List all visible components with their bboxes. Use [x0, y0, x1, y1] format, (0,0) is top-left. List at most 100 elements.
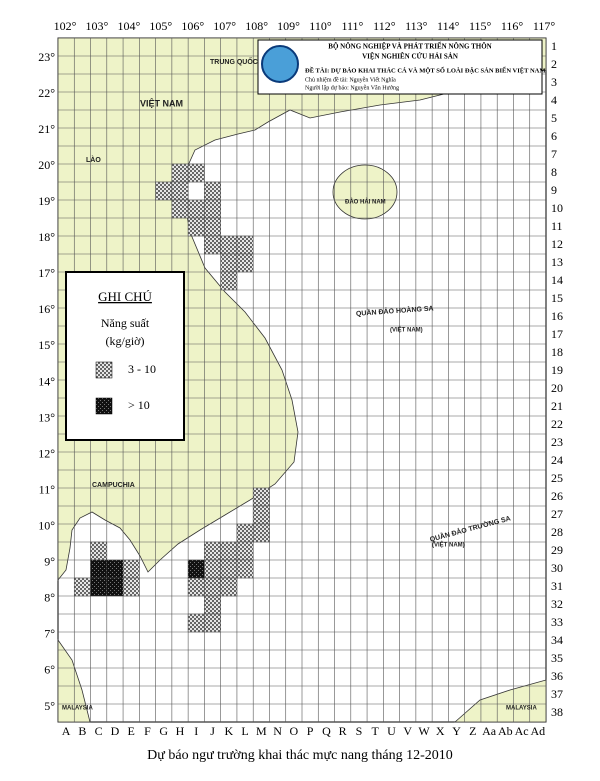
latitude-label: 11°: [39, 482, 56, 496]
header-leader: Chủ nhiệm đề tài: Nguyễn Viết Nghĩa: [305, 76, 396, 83]
latitude-label: 20°: [38, 158, 55, 172]
longitude-label: 103°: [86, 19, 109, 33]
catch-cell: [90, 559, 108, 579]
catch-cell: [236, 253, 254, 273]
row-label: 37: [551, 687, 563, 701]
row-label: 23: [551, 435, 563, 449]
row-label: 34: [551, 633, 563, 647]
longitude-label: 117°: [533, 19, 556, 33]
row-label: 31: [551, 579, 563, 593]
row-label: 17: [551, 327, 563, 341]
catch-cell: [90, 577, 108, 597]
column-label: P: [307, 724, 314, 738]
column-label: L: [241, 724, 248, 738]
row-label: 32: [551, 597, 563, 611]
row-label: 2: [551, 57, 557, 71]
longitude-label: 110°: [309, 19, 332, 33]
column-label: O: [290, 724, 299, 738]
catch-cell: [187, 217, 205, 237]
column-label: B: [78, 724, 86, 738]
catch-cell: [204, 595, 221, 615]
column-label: Aa: [482, 724, 497, 738]
column-label: W: [418, 724, 430, 738]
catch-cell: [220, 271, 238, 291]
catch-cell: [204, 217, 221, 237]
catch-cell: [236, 235, 254, 255]
row-label: 33: [551, 615, 563, 629]
catch-cell: [252, 505, 270, 525]
header-project: ĐỀ TÀI: DỰ BÁO KHAI THÁC CÁ VÀ MỘT SỐ LO…: [305, 66, 545, 74]
row-label: 21: [551, 399, 563, 413]
catch-cell: [74, 577, 91, 597]
catch-cell: [187, 613, 205, 633]
legend-swatch: [95, 397, 113, 415]
row-label: 22: [551, 417, 563, 431]
header: BỘ NÔNG NGHIỆP VÀ PHÁT TRIỂN NÔNG THÔN V…: [257, 39, 545, 95]
catch-cell: [204, 613, 221, 633]
row-label: 10: [551, 201, 563, 215]
latitude-label: 17°: [38, 266, 55, 280]
latitude-label: 5°: [44, 699, 55, 713]
place-label: CAMPUCHIA: [92, 482, 135, 489]
row-label: 16: [551, 309, 563, 323]
legend-label: 3 - 10: [128, 362, 156, 376]
catch-cell: [187, 559, 205, 579]
row-label: 13: [551, 255, 563, 269]
row-label: 28: [551, 525, 563, 539]
column-label: Ac: [515, 724, 529, 738]
catch-cells: [74, 163, 270, 633]
row-label: 35: [551, 651, 563, 665]
row-label: 8: [551, 165, 557, 179]
place-label: ĐẢO HẢI NAM: [345, 199, 386, 206]
longitude-label: 116°: [501, 19, 524, 33]
legend-measure: Năng suất: [101, 316, 150, 330]
catch-cell: [252, 523, 270, 543]
catch-cell: [252, 487, 270, 507]
column-label: Ab: [498, 724, 513, 738]
catch-cell: [187, 163, 205, 183]
header-institute: VIỆN NGHIÊN CỨU HẢI SẢN: [362, 53, 458, 61]
column-label: V: [403, 724, 412, 738]
legend: GHI CHÚ Năng suất (kg/giờ): [65, 271, 185, 441]
place-label: VIỆT NAM: [140, 97, 183, 108]
latitude-label: 22°: [38, 86, 55, 100]
longitude-label: 112°: [373, 19, 396, 33]
row-label: 20: [551, 381, 563, 395]
longitude-label: 102°: [54, 19, 77, 33]
latitude-label: 19°: [38, 194, 55, 208]
place-label: (VIỆT NAM): [432, 541, 465, 549]
column-label: T: [372, 724, 380, 738]
catch-cell: [236, 523, 254, 543]
row-label: 7: [551, 147, 557, 161]
row-label: 24: [551, 453, 563, 467]
catch-cell: [122, 559, 140, 579]
longitude-label: 111°: [341, 19, 363, 33]
column-label: Y: [452, 724, 461, 738]
column-label: C: [95, 724, 103, 738]
longitude-label: 113°: [405, 19, 428, 33]
catch-cell: [155, 181, 173, 201]
row-label: 30: [551, 561, 563, 575]
place-label: MALAYSIA: [506, 706, 537, 712]
catch-cell: [204, 235, 221, 255]
row-label: 12: [551, 237, 563, 251]
catch-cell: [187, 577, 205, 597]
column-label: U: [387, 724, 396, 738]
latitude-label: 6°: [44, 663, 55, 677]
catch-cell: [187, 199, 205, 219]
row-label: 9: [551, 183, 557, 197]
catch-cell: [106, 559, 124, 579]
column-label: J: [210, 724, 215, 738]
row-label: 36: [551, 669, 563, 683]
grid: [58, 38, 546, 722]
legend-title: GHI CHÚ: [98, 289, 152, 304]
row-label: 38: [551, 705, 563, 719]
catch-cell: [204, 181, 221, 201]
row-label: 6: [551, 129, 557, 143]
row-label: 4: [551, 93, 557, 107]
legend-label: > 10: [128, 398, 150, 412]
legend-swatch: [95, 361, 113, 379]
column-label: F: [144, 724, 151, 738]
column-label: E: [128, 724, 135, 738]
